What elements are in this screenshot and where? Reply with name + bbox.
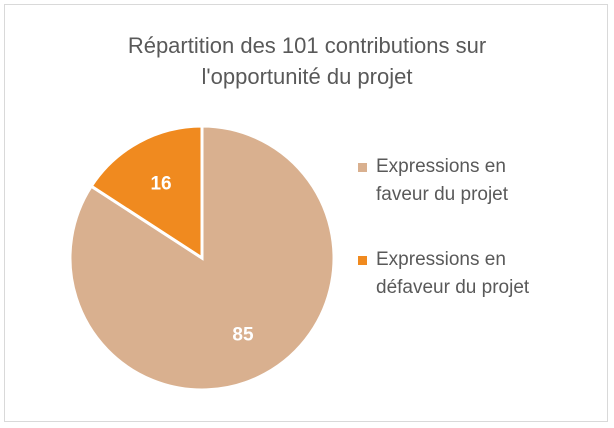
legend-swatch-against bbox=[358, 256, 367, 265]
legend-label-line-1: Expressions en bbox=[376, 156, 506, 177]
data-label: 16 bbox=[150, 174, 171, 195]
legend-label-line-1: Expressions en bbox=[376, 249, 506, 270]
legend-label-line-2: défaveur du projet bbox=[376, 277, 530, 298]
legend-swatch-favour bbox=[358, 163, 367, 172]
chart-title: Répartition des 101 contributions sur l'… bbox=[0, 30, 614, 92]
pie-slice bbox=[89, 124, 204, 261]
pie-slice bbox=[68, 124, 336, 392]
chart-title-line-2: l'opportunité du projet bbox=[201, 64, 413, 89]
data-label: 85 bbox=[232, 324, 254, 345]
chart-title-line-1: Répartition des 101 contributions sur bbox=[127, 33, 487, 58]
legend-label-line-2: faveur du projet bbox=[376, 184, 509, 205]
chart-frame bbox=[4, 4, 608, 422]
